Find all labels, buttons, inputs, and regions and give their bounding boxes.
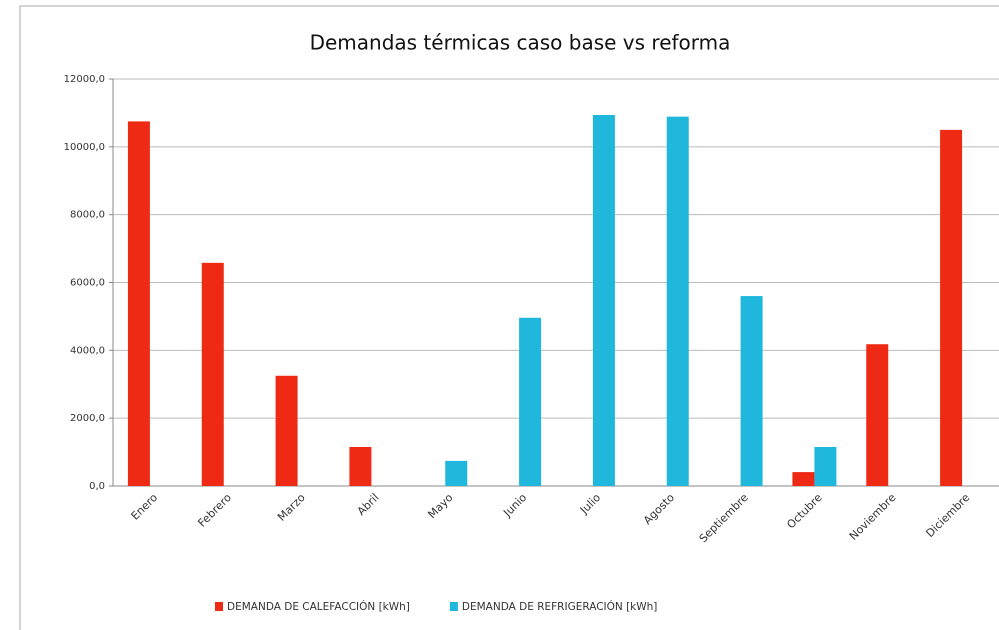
bar	[127, 121, 150, 486]
y-tick-label: 12000,0	[64, 74, 105, 85]
legend-swatch	[449, 602, 458, 611]
y-tick-label: 4000,0	[70, 345, 105, 356]
legend-label: DEMANDA DE REFRIGERACIÓN [kWh]	[462, 600, 658, 613]
y-tick-label: 10000,0	[64, 142, 105, 153]
bar	[740, 296, 763, 486]
bar	[866, 344, 889, 486]
y-tick-label: 2000,0	[70, 413, 105, 424]
legend-swatch	[215, 602, 223, 611]
bar	[275, 375, 298, 486]
chart-title: Demandas térmicas caso base vs reforma	[310, 31, 731, 55]
bar	[349, 446, 372, 486]
y-tick-label: 8000,0	[70, 210, 105, 221]
bar	[792, 472, 815, 486]
bar	[519, 317, 542, 486]
bar	[814, 446, 837, 486]
bar	[592, 114, 615, 487]
legend-label: DEMANDA DE CALEFACCIÓN [kWh]	[227, 600, 410, 613]
bar	[445, 460, 468, 486]
bar	[940, 129, 963, 486]
y-tick-label: 6000,0	[70, 278, 105, 289]
bar	[201, 262, 224, 486]
chart-frame	[19, 5, 999, 630]
bar	[666, 116, 689, 487]
y-tick-label: 0,0	[89, 481, 105, 492]
